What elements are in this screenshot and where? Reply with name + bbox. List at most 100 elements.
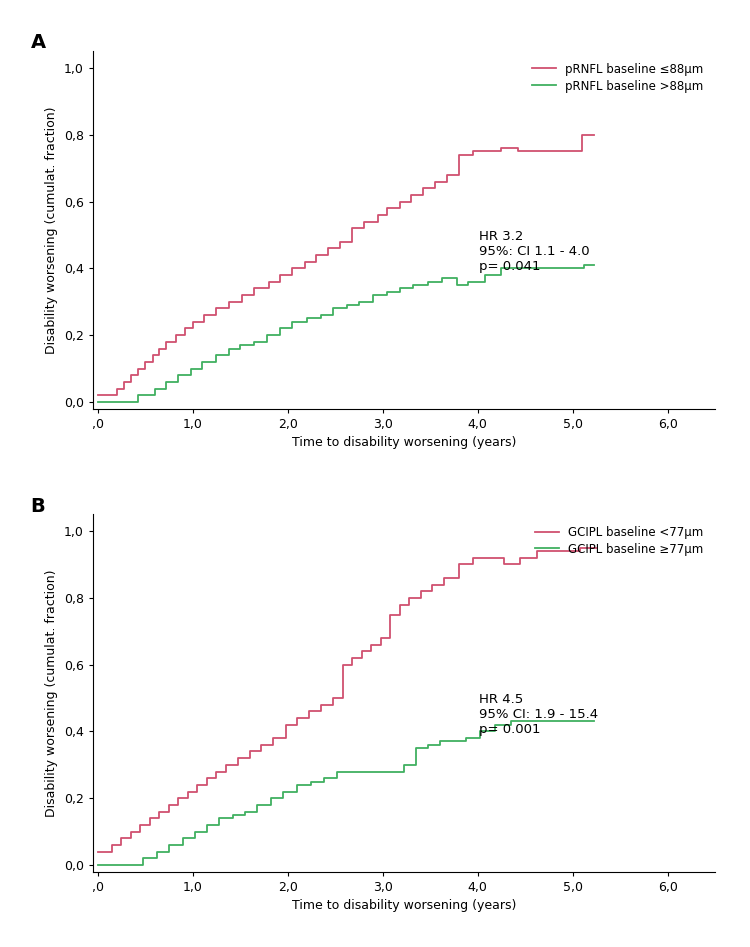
GCIPL baseline <77μm (126, 826, 135, 837)
GCIPL baseline <77μm (469, 552, 478, 563)
pRNFL baseline ≤88μm (212, 303, 221, 314)
pRNFL baseline ≤88μm (140, 356, 149, 367)
pRNFL baseline >88μm (174, 369, 183, 381)
GCIPL baseline <77μm (587, 542, 596, 553)
GCIPL baseline <77μm (338, 659, 347, 670)
GCIPL baseline ≥77μm (307, 776, 316, 787)
pRNFL baseline >88μm (93, 396, 102, 407)
GCIPL baseline ≥77μm (152, 846, 161, 857)
pRNFL baseline ≤88μm (120, 376, 129, 387)
GCIPL baseline ≥77μm (253, 799, 262, 811)
pRNFL baseline ≤88μm (238, 290, 247, 301)
pRNFL baseline >88μm (198, 356, 207, 367)
GCIPL baseline <77μm (516, 552, 525, 563)
pRNFL baseline ≤88μm (513, 146, 522, 157)
GCIPL baseline <77μm (292, 712, 302, 724)
GCIPL baseline ≥77μm (576, 716, 585, 727)
pRNFL baseline ≤88μm (323, 242, 332, 254)
pRNFL baseline ≤88μm (312, 249, 321, 260)
GCIPL baseline ≥77μm (178, 832, 188, 844)
GCIPL baseline <77μm (93, 846, 102, 857)
GCIPL baseline <77μm (395, 599, 404, 610)
pRNFL baseline >88μm (302, 313, 311, 324)
pRNFL baseline ≤88μm (200, 310, 208, 321)
GCIPL baseline <77μm (357, 646, 366, 657)
GCIPL baseline ≥77μm (139, 852, 148, 864)
GCIPL baseline ≥77μm (359, 766, 368, 777)
pRNFL baseline ≤88μm (526, 146, 535, 157)
pRNFL baseline ≤88μm (335, 236, 344, 247)
pRNFL baseline >88μm (161, 376, 170, 387)
Text: B: B (31, 496, 45, 515)
pRNFL baseline ≤88μm (395, 196, 404, 207)
GCIPL baseline <77μm (316, 699, 326, 710)
GCIPL baseline ≥77μm (93, 859, 102, 870)
Line: GCIPL baseline ≥77μm: GCIPL baseline ≥77μm (98, 722, 594, 865)
pRNFL baseline ≤88μm (264, 276, 273, 287)
pRNFL baseline ≤88μm (112, 383, 121, 394)
GCIPL baseline ≥77μm (202, 819, 211, 831)
pRNFL baseline >88μm (316, 310, 326, 321)
pRNFL baseline >88μm (275, 323, 284, 334)
pRNFL baseline ≤88μm (359, 216, 368, 227)
GCIPL baseline ≥77μm (462, 732, 471, 743)
pRNFL baseline ≤88μm (406, 189, 416, 201)
GCIPL baseline ≥77μm (412, 742, 421, 754)
pRNFL baseline ≤88μm (133, 363, 142, 374)
pRNFL baseline >88μm (424, 276, 433, 287)
X-axis label: Time to disability worsening (years): Time to disability worsening (years) (292, 437, 516, 449)
GCIPL baseline <77μm (576, 542, 585, 553)
GCIPL baseline ≥77μm (214, 813, 223, 824)
GCIPL baseline ≥77μm (590, 716, 598, 727)
pRNFL baseline >88μm (250, 336, 259, 348)
pRNFL baseline ≤88μm (181, 323, 190, 334)
GCIPL baseline <77μm (454, 559, 464, 570)
GCIPL baseline ≥77μm (424, 739, 433, 750)
GCIPL baseline <77μm (212, 766, 221, 777)
GCIPL baseline <77μm (416, 585, 425, 597)
GCIPL baseline <77μm (146, 813, 154, 824)
GCIPL baseline <77μm (304, 706, 313, 717)
pRNFL baseline ≤88μm (224, 296, 233, 308)
GCIPL baseline <77μm (245, 746, 254, 758)
pRNFL baseline >88μm (481, 269, 490, 280)
pRNFL baseline >88μm (355, 296, 364, 308)
GCIPL baseline ≥77μm (292, 779, 302, 791)
Y-axis label: Disability worsening (cumulat. fraction): Disability worsening (cumulat. fraction) (45, 106, 58, 353)
pRNFL baseline ≤88μm (93, 389, 102, 401)
pRNFL baseline ≤88μm (578, 129, 586, 140)
GCIPL baseline <77μm (269, 732, 278, 743)
pRNFL baseline ≤88μm (300, 256, 309, 267)
GCIPL baseline <77μm (328, 692, 338, 704)
pRNFL baseline >88μm (328, 303, 338, 314)
pRNFL baseline ≤88μm (497, 142, 506, 153)
GCIPL baseline <77μm (164, 799, 173, 811)
pRNFL baseline >88μm (212, 349, 221, 361)
pRNFL baseline >88μm (383, 286, 392, 297)
pRNFL baseline ≤88μm (469, 146, 478, 157)
pRNFL baseline ≤88μm (188, 316, 197, 328)
GCIPL baseline ≥77μm (345, 766, 354, 777)
GCIPL baseline ≥77μm (506, 716, 515, 727)
GCIPL baseline <77μm (193, 779, 202, 791)
Line: pRNFL baseline ≤88μm: pRNFL baseline ≤88μm (98, 134, 594, 395)
pRNFL baseline ≤88μm (126, 369, 135, 381)
GCIPL baseline <77μm (405, 592, 414, 603)
pRNFL baseline >88μm (409, 279, 418, 291)
GCIPL baseline ≥77μm (399, 759, 408, 771)
pRNFL baseline ≤88μm (442, 170, 452, 181)
pRNFL baseline >88μm (186, 363, 195, 374)
GCIPL baseline <77μm (500, 559, 508, 570)
pRNFL baseline >88μm (288, 316, 297, 328)
Text: A: A (31, 33, 46, 52)
pRNFL baseline ≤88μm (148, 349, 158, 361)
GCIPL baseline ≥77μm (228, 810, 237, 821)
pRNFL baseline ≤88μm (454, 149, 464, 160)
GCIPL baseline ≥77μm (388, 766, 397, 777)
GCIPL baseline <77μm (154, 806, 164, 817)
GCIPL baseline <77μm (136, 819, 145, 831)
Line: pRNFL baseline >88μm: pRNFL baseline >88μm (98, 265, 594, 402)
GCIPL baseline ≥77μm (449, 736, 458, 747)
pRNFL baseline >88μm (590, 259, 598, 271)
GCIPL baseline <77μm (427, 579, 436, 590)
